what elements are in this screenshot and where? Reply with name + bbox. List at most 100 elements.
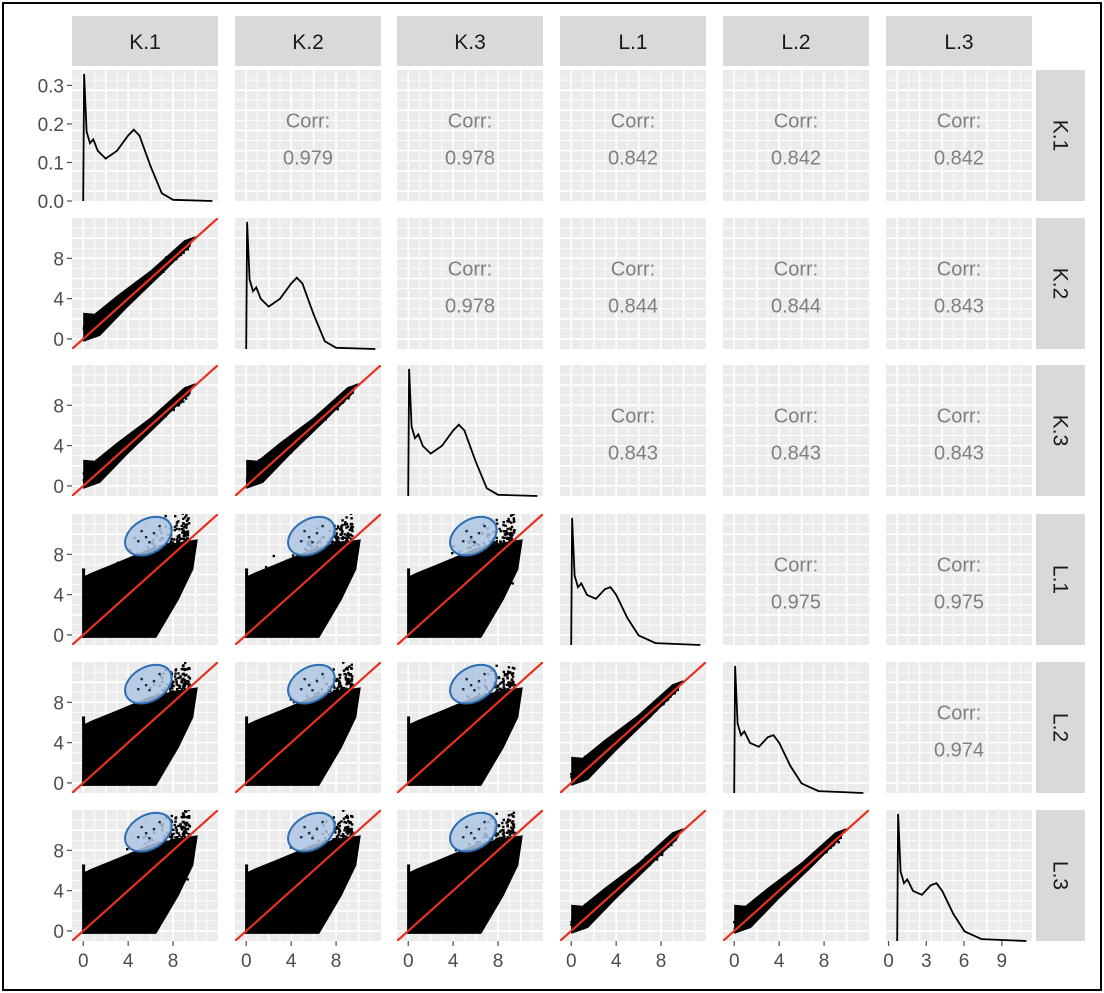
scatter-point: [258, 613, 261, 616]
scatter-point: [113, 598, 116, 601]
highlight-point: [144, 535, 148, 539]
corr-value: 0.842: [608, 148, 658, 170]
scatter-point: [460, 557, 464, 560]
scatter-point: [479, 575, 482, 579]
scatter-point: [263, 606, 267, 609]
scatter-point: [311, 581, 314, 585]
scatter-point: [281, 595, 285, 598]
scatter-point: [506, 536, 510, 540]
column-strip-label: K.2: [292, 31, 324, 54]
scatter-point: [180, 399, 183, 403]
scatter-point: [177, 520, 180, 523]
scatter-point: [304, 557, 307, 560]
scatter-point: [84, 622, 87, 625]
corr-label: Corr:: [774, 111, 818, 133]
scatter-point: [445, 594, 448, 598]
scatter-point: [440, 625, 443, 628]
scatter-point: [128, 300, 132, 303]
scatter-point: [270, 609, 273, 612]
scatter-point: [486, 559, 490, 563]
scatter-point: [437, 631, 440, 635]
scatter-point: [330, 405, 333, 408]
scatter-point: [474, 555, 477, 559]
scatter-point: [133, 293, 136, 297]
scatter-point: [332, 570, 336, 573]
scatter-point: [346, 525, 350, 528]
panel-K.2-L.1: Corr:0.844: [560, 218, 706, 349]
scatter-point: [161, 563, 164, 567]
scatter-point: [128, 622, 131, 625]
scatter-point: [346, 558, 349, 561]
scatter-point: [286, 579, 289, 583]
scatter-point: [170, 260, 173, 263]
scatter-point: [186, 394, 190, 397]
scatter-point: [277, 633, 281, 636]
scatter-point: [315, 587, 319, 590]
scatter-point: [503, 549, 506, 552]
scatter-point: [420, 627, 423, 631]
scatter-point: [110, 595, 113, 598]
panel-K.2-K.3: Corr:0.978: [397, 218, 543, 349]
scatter-point: [463, 569, 467, 573]
scatter-point: [513, 557, 516, 560]
scatter-point: [281, 453, 285, 456]
scatter-point: [438, 617, 441, 620]
scatter-point: [475, 577, 479, 580]
scatter-point: [308, 589, 311, 592]
scatter-point: [131, 436, 134, 440]
scatter-point: [157, 558, 160, 561]
scatter-point: [186, 532, 189, 535]
scatter-point: [264, 464, 268, 467]
scatter-point: [268, 465, 272, 468]
scatter-point: [91, 596, 95, 599]
scatter-point: [109, 618, 112, 621]
scatter-point: [178, 401, 181, 405]
scatter-point: [497, 562, 500, 566]
scatter-point: [138, 605, 141, 609]
scatter-point: [480, 559, 484, 562]
scatter-point: [140, 577, 144, 580]
scatter-point: [310, 594, 313, 597]
panel-background: [560, 218, 706, 349]
scatter-point: [167, 257, 171, 260]
scatter-point: [424, 586, 427, 590]
scatter-point: [415, 615, 418, 618]
scatter-point: [501, 564, 504, 567]
scatter-point: [89, 632, 93, 636]
scatter-point: [341, 555, 345, 558]
scatter-point: [485, 571, 489, 574]
scatter-point: [136, 594, 139, 597]
scatter-point: [508, 539, 511, 542]
scatter-point: [466, 572, 469, 576]
scatter-point: [315, 555, 318, 558]
scatter-point: [115, 612, 118, 616]
scatter-point: [279, 593, 283, 597]
scatter-point: [483, 585, 487, 588]
scatter-point: [465, 609, 468, 613]
scatter-point: [499, 540, 502, 543]
scatter-point: [94, 631, 97, 634]
scatter-point: [116, 615, 120, 618]
scatter-point: [130, 596, 133, 600]
scatter-point: [504, 552, 507, 555]
scatter-point: [508, 563, 512, 566]
scatter-point: [295, 561, 298, 565]
scatter-point: [119, 618, 122, 621]
scatter-point: [440, 613, 443, 616]
scatter-point: [509, 558, 513, 562]
scatter-point: [147, 573, 150, 576]
scatter-point: [127, 616, 130, 620]
scatter-point: [496, 542, 499, 545]
scatter-point: [172, 547, 175, 550]
scatter-point: [493, 563, 497, 566]
scatter-point: [460, 569, 463, 572]
scatter-point: [119, 606, 122, 609]
scatter-point: [146, 428, 150, 431]
scatter-point: [179, 503, 181, 505]
scatter-point: [158, 589, 161, 592]
scatter-point: [174, 544, 177, 547]
highlight-point: [465, 529, 468, 533]
scatter-point: [83, 477, 86, 481]
scatter-point: [452, 576, 456, 580]
panel-K.1-L.2: Corr:0.842: [723, 70, 869, 201]
